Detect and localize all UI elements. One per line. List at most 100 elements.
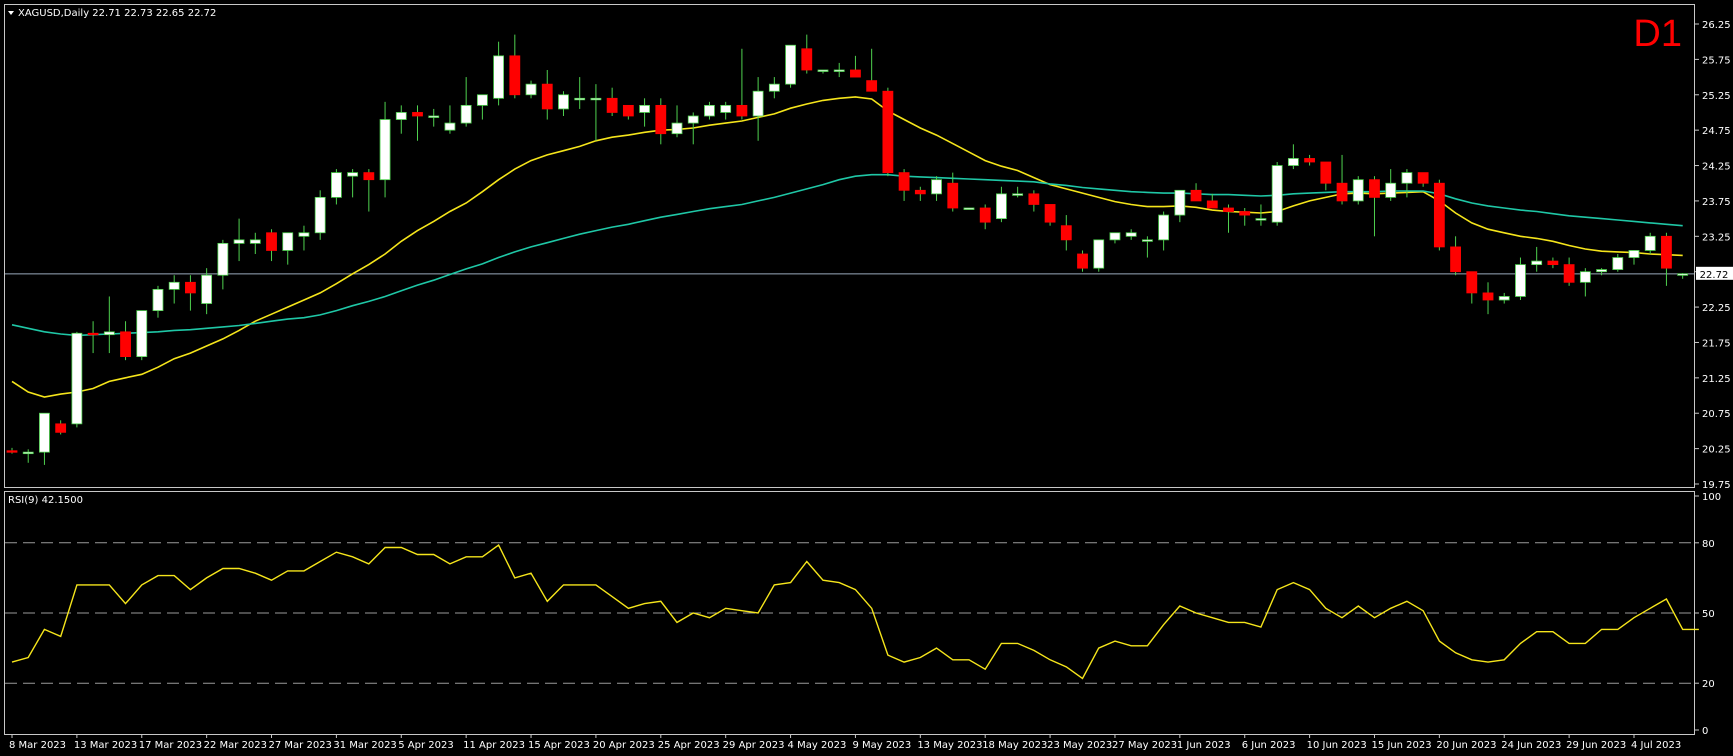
time-tick-label: 4 May 2023 xyxy=(788,740,847,751)
candle-body xyxy=(1596,269,1607,273)
candle xyxy=(833,62,845,78)
candle xyxy=(298,225,310,251)
candle xyxy=(1352,176,1364,205)
candle-body xyxy=(168,281,180,290)
candle xyxy=(850,55,861,78)
time-tick-label: 15 Jun 2023 xyxy=(1371,740,1431,751)
candle xyxy=(330,169,342,205)
price-tick-label: 19.75 xyxy=(1702,480,1731,491)
candle-body xyxy=(752,90,764,117)
candle-body xyxy=(882,90,894,174)
candle-body xyxy=(282,232,294,251)
candle-body xyxy=(558,94,569,110)
candle-body xyxy=(152,288,164,312)
candle-body xyxy=(1401,172,1413,184)
candle-body xyxy=(898,172,910,191)
candle-body xyxy=(509,55,521,96)
candle xyxy=(768,77,780,99)
candle-body xyxy=(979,207,991,223)
candle xyxy=(1271,162,1283,226)
price-tick-label: 24.75 xyxy=(1702,126,1731,137)
price-tick-label: 23.75 xyxy=(1702,197,1731,208)
price-tick-label: 25.25 xyxy=(1702,91,1731,102)
candle-body xyxy=(1012,193,1024,196)
time-tick-label: 8 Mar 2023 xyxy=(9,740,66,751)
candle xyxy=(1320,161,1332,191)
candle xyxy=(574,77,586,109)
candle-body xyxy=(1304,158,1315,163)
time-tick-label: 1 Jun 2023 xyxy=(1177,740,1231,751)
moving-average-line xyxy=(11,96,1683,398)
candle xyxy=(379,101,391,198)
price-tick-label: 20.25 xyxy=(1702,445,1731,456)
candle xyxy=(1482,282,1494,315)
candle-body xyxy=(1044,204,1056,223)
candle xyxy=(898,169,910,201)
candle-body xyxy=(1677,273,1689,276)
candle xyxy=(1417,172,1429,187)
candle xyxy=(249,232,261,254)
candle-body xyxy=(1271,165,1283,223)
time-tick-label: 17 Mar 2023 xyxy=(139,740,202,751)
candle xyxy=(1466,271,1478,304)
time-tick-label: 18 May 2023 xyxy=(982,740,1047,751)
candle xyxy=(1612,254,1624,272)
rsi-tick-label: 100 xyxy=(1702,492,1721,503)
candle-body xyxy=(606,97,618,113)
candle xyxy=(395,105,407,134)
time-tick-label: 24 Jun 2023 xyxy=(1501,740,1561,751)
candle-body xyxy=(1158,214,1170,241)
time-tick-label: 27 Mar 2023 xyxy=(269,740,332,751)
candle xyxy=(217,239,229,290)
candle xyxy=(752,77,764,141)
candle xyxy=(931,176,942,201)
candle xyxy=(639,98,650,127)
candle xyxy=(444,105,456,134)
candle xyxy=(1450,236,1461,276)
time-tick-label: 15 Apr 2023 xyxy=(528,740,590,751)
candle-body xyxy=(1093,239,1105,269)
candle-body xyxy=(1482,292,1494,301)
candle-body xyxy=(363,172,375,181)
candle xyxy=(590,84,602,141)
candle-body xyxy=(850,69,861,78)
candle-body xyxy=(541,83,553,110)
candle xyxy=(476,94,488,120)
price-tick-label: 20.75 xyxy=(1702,409,1731,420)
candle xyxy=(1174,189,1186,223)
candle-body xyxy=(120,331,131,358)
candle xyxy=(1125,229,1137,240)
candle xyxy=(525,80,537,99)
current-price-tag: 22.72 xyxy=(1700,270,1729,281)
candle xyxy=(1060,215,1072,251)
time-tick-label: 23 May 2023 xyxy=(1047,740,1112,751)
candle xyxy=(168,275,180,304)
candle xyxy=(55,420,67,435)
candle-body xyxy=(1190,189,1202,202)
candle-body xyxy=(233,239,245,244)
candle-body xyxy=(1644,235,1656,251)
candle xyxy=(201,268,213,315)
candlestick-series xyxy=(6,34,1689,465)
candle-body xyxy=(1336,182,1348,202)
current-price-tag-bg xyxy=(1696,266,1733,280)
price-tick-label: 23.25 xyxy=(1702,232,1731,243)
candle-body xyxy=(1515,264,1526,297)
candle xyxy=(1596,268,1607,276)
candle-body xyxy=(55,423,67,433)
candle-body xyxy=(1433,182,1445,248)
candle xyxy=(785,44,796,88)
candle xyxy=(1498,292,1510,304)
candle-body xyxy=(1612,257,1624,270)
time-tick-label: 27 May 2023 xyxy=(1112,740,1177,751)
rsi-tick-label: 20 xyxy=(1702,679,1715,690)
collapse-triangle-icon[interactable] xyxy=(8,11,14,15)
time-tick-label: 29 Apr 2023 xyxy=(723,740,785,751)
candle xyxy=(882,87,894,177)
time-tick-label: 31 Mar 2023 xyxy=(333,740,396,751)
candle xyxy=(914,186,926,201)
candle xyxy=(801,34,813,74)
candle-body xyxy=(1287,158,1299,166)
candle-body xyxy=(1077,253,1088,269)
time-tick-label: 13 Mar 2023 xyxy=(74,740,137,751)
